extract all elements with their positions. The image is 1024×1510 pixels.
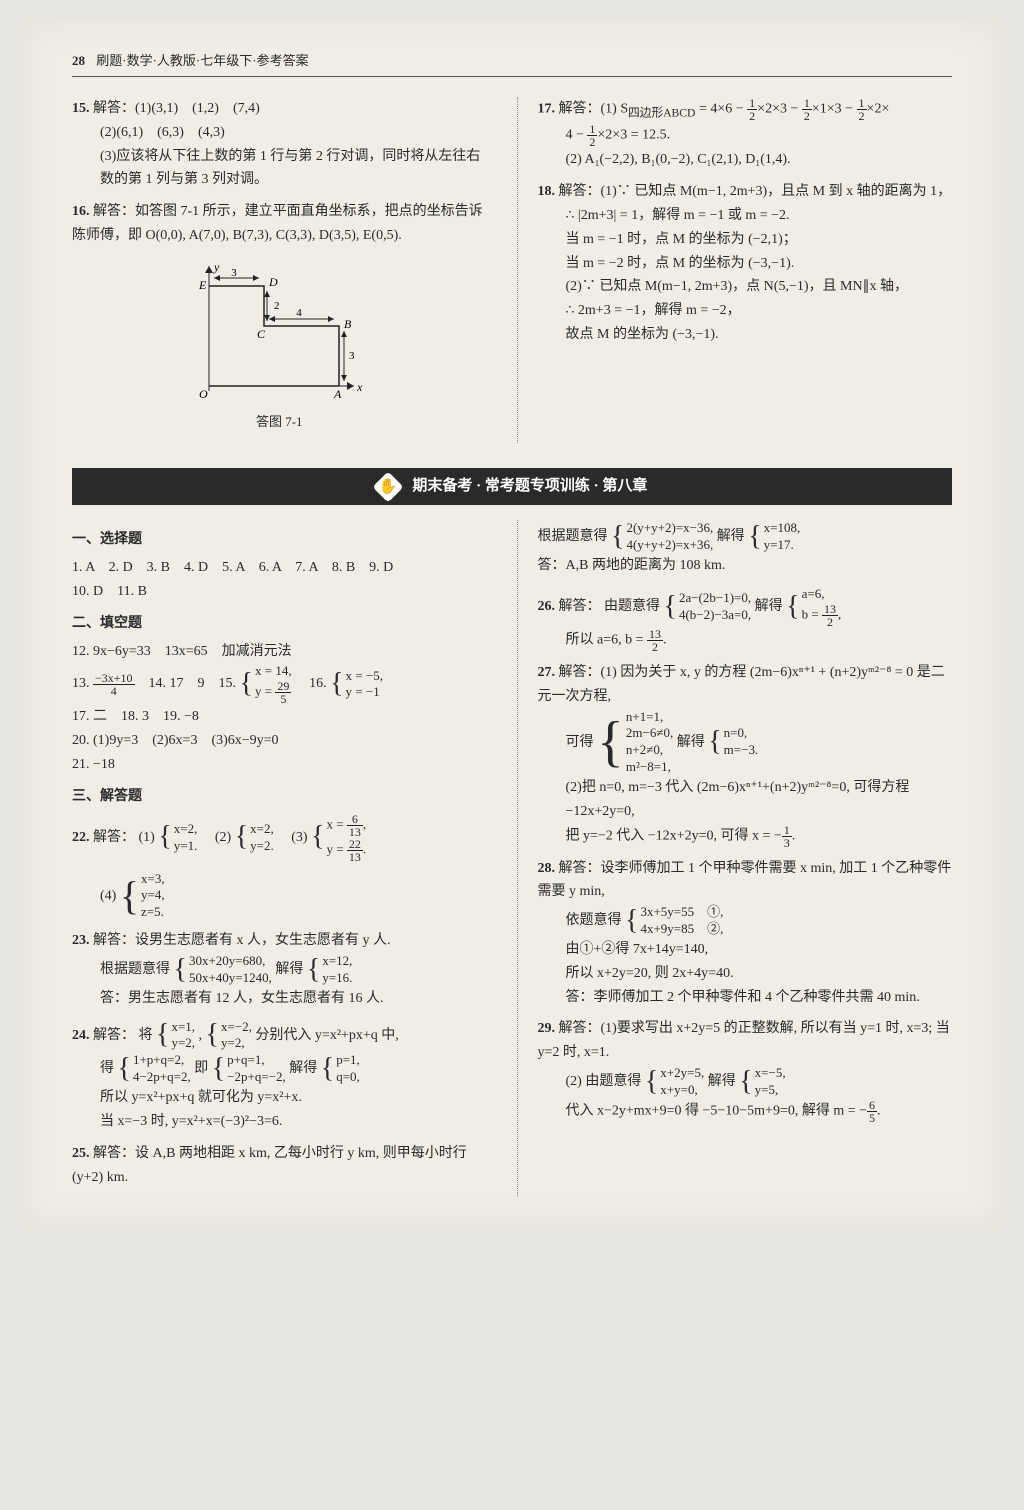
banner-text: 期末备考 · 常考题专项训练 · 第八章 bbox=[412, 478, 647, 494]
diagram-caption: 答图 7-1 bbox=[72, 411, 487, 433]
sec-solve: 三、解答题 bbox=[72, 785, 487, 809]
q13-16: 13. −3x+104 14. 17 9 15. {x = 14,y = 295… bbox=[72, 663, 487, 705]
q17: 17. 解答：(1) S四边形ABCD = 4×6 − 12×2×3 − 12×… bbox=[538, 97, 953, 172]
q23: 23. 解答：设男生志愿者有 x 人，女生志愿者有 y 人. 根据题意得 {30… bbox=[72, 929, 487, 1010]
svg-text:2: 2 bbox=[274, 300, 280, 312]
q29: 29. 解答：(1)要求写出 x+2y=5 的正整数解, 所以有当 y=1 时,… bbox=[538, 1017, 953, 1123]
bottom-columns: 一、选择题 1. A 2. D 3. B 4. D 5. A 6. A 7. A… bbox=[72, 520, 952, 1197]
header-title: 刷题·数学·人教版·七年级下·参考答案 bbox=[96, 53, 308, 68]
svg-text:4: 4 bbox=[297, 307, 303, 319]
mc-answers: 1. A 2. D 3. B 4. D 5. A 6. A 7. A 8. B … bbox=[72, 556, 487, 580]
banner-icon: ✋ bbox=[372, 471, 403, 502]
svg-text:O: O bbox=[199, 387, 208, 401]
bottom-right-col: 根据题意得 {2(y+y+2)=x−36,4(y+y+2)=x+36, 解得 {… bbox=[517, 520, 953, 1197]
top-left-col: 15. 解答：(1)(3,1) (1,2) (7,4) (2)(6,1) (6,… bbox=[72, 97, 487, 443]
sec-mc: 一、选择题 bbox=[72, 528, 487, 552]
q16: 16. 解答：如答图 7-1 所示，建立平面直角坐标系，把点的坐标告诉陈师傅，即… bbox=[72, 200, 487, 248]
svg-text:x: x bbox=[356, 380, 363, 394]
top-right-col: 17. 解答：(1) S四边形ABCD = 4×6 − 12×2×3 − 12×… bbox=[517, 97, 953, 443]
q20: 20. (1)9y=3 (2)6x=3 (3)6x−9y=0 bbox=[72, 729, 487, 753]
chapter-banner: ✋ 期末备考 · 常考题专项训练 · 第八章 bbox=[72, 468, 952, 506]
top-columns: 15. 解答：(1)(3,1) (1,2) (7,4) (2)(6,1) (6,… bbox=[72, 97, 952, 443]
q18: 18. 解答：(1)∵ 已知点 M(m−1, 2m+3)，且点 M 到 x 轴的… bbox=[538, 180, 953, 347]
q15: 15. 解答：(1)(3,1) (1,2) (7,4) (2)(6,1) (6,… bbox=[72, 97, 487, 192]
svg-text:D: D bbox=[268, 275, 278, 289]
q24: 24. 解答： 将 {x=1,y=2, , {x=−2,y=2, 分别代入 y=… bbox=[72, 1019, 487, 1134]
q22: 22. 解答： (1) {x=2,y=1. (2) {x=2,y=2. (3) … bbox=[72, 813, 487, 922]
q17-19: 17. 二 18. 3 19. −8 bbox=[72, 705, 487, 729]
q25: 25. 解答：设 A,B 两地相距 x km, 乙每小时行 y km, 则甲每小… bbox=[72, 1142, 487, 1190]
svg-text:A: A bbox=[333, 387, 342, 401]
sec-fill: 二、填空题 bbox=[72, 612, 487, 636]
svg-text:C: C bbox=[257, 327, 266, 341]
svg-text:E: E bbox=[198, 278, 207, 292]
page-number: 28 bbox=[72, 53, 85, 68]
svg-text:3: 3 bbox=[232, 267, 238, 279]
q21: 21. −18 bbox=[72, 753, 487, 777]
svg-text:B: B bbox=[344, 317, 352, 331]
page: 28 刷题·数学·人教版·七年级下·参考答案 15. 解答：(1)(3,1) (… bbox=[22, 20, 1002, 1227]
svg-text:3: 3 bbox=[349, 350, 355, 362]
q27: 27. 解答：(1) 因为关于 x, y 的方程 (2m−6)xⁿ⁺¹ + (n… bbox=[538, 661, 953, 849]
q25-cont: 根据题意得 {2(y+y+2)=x−36,4(y+y+2)=x+36, 解得 {… bbox=[538, 520, 953, 578]
q28: 28. 解答：设李师傅加工 1 个甲种零件需要 x min, 加工 1 个乙种零… bbox=[538, 857, 953, 1010]
svg-text:y: y bbox=[213, 260, 220, 274]
q26: 26. 解答： 由题意得 {2a−(2b−1)=0,4(b−2)−3a=0, 解… bbox=[538, 586, 953, 653]
q12: 12. 9x−6y=33 13x=65 加减消元法 bbox=[72, 640, 487, 664]
page-header: 28 刷题·数学·人教版·七年级下·参考答案 bbox=[72, 50, 952, 77]
bottom-left-col: 一、选择题 1. A 2. D 3. B 4. D 5. A 6. A 7. A… bbox=[72, 520, 487, 1197]
diagram-7-1: 3 2 4 3 E D B C O bbox=[189, 256, 369, 406]
